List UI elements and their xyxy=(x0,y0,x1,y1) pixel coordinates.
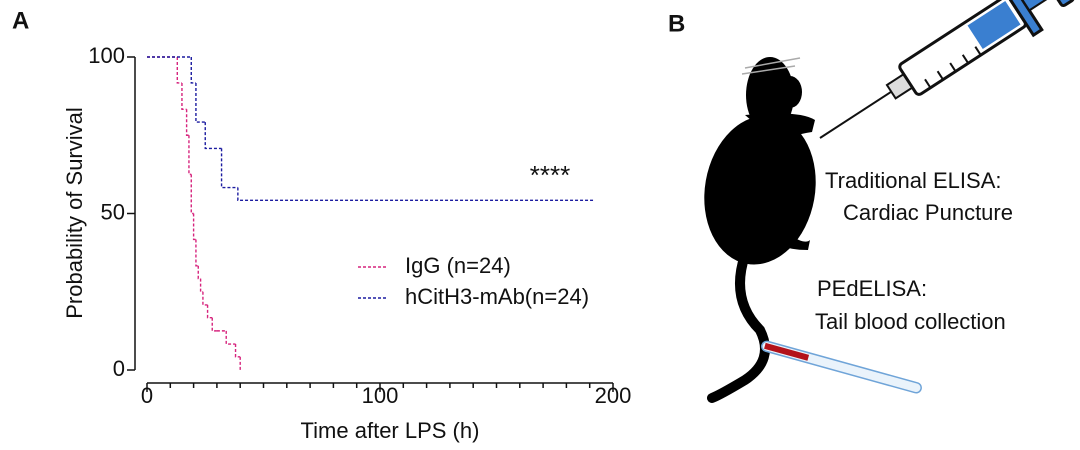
y-axis-title: Probability of Survival xyxy=(62,107,87,319)
survival-step xyxy=(190,174,194,215)
survival-step xyxy=(181,82,187,110)
survival-step xyxy=(202,291,208,306)
mouse xyxy=(704,57,816,403)
survival-step xyxy=(188,135,192,176)
y-tick-label: 0 xyxy=(113,356,125,381)
diagram-label: Cardiac Puncture xyxy=(843,200,1013,225)
syringe xyxy=(819,0,1075,139)
survival-step xyxy=(197,265,201,280)
survival-step xyxy=(237,187,595,202)
survival-step xyxy=(211,317,217,332)
diagram-label: PEdELISA: xyxy=(817,276,927,301)
diagram-label: Tail blood collection xyxy=(815,309,1006,334)
y-tick-label: 100 xyxy=(88,43,125,68)
survival-step xyxy=(195,239,199,267)
plot: 0 50 100 0 100 200 IgG (n=24) hCitH3-mAb(n=24) xyxy=(88,43,631,408)
survival-step xyxy=(176,57,182,84)
panel-label: A xyxy=(12,7,29,34)
x-tick-label: 0 xyxy=(141,383,153,408)
legend-label: IgG (n=24) xyxy=(405,253,511,278)
tube xyxy=(761,340,922,394)
survival-step xyxy=(199,278,203,293)
x-tick-label: 100 xyxy=(362,383,399,408)
panel-label: B xyxy=(668,10,685,37)
diagram-label: Traditional ELISA: xyxy=(825,168,1002,193)
survival-step xyxy=(234,344,241,358)
y-tick-label: 50 xyxy=(101,199,125,224)
survival-step xyxy=(204,122,222,150)
annotation: **** xyxy=(530,160,570,190)
survival-step xyxy=(185,109,189,136)
survival-step xyxy=(220,148,238,189)
survival-step xyxy=(225,330,236,345)
survival-step xyxy=(190,57,196,84)
survival-step xyxy=(206,304,213,319)
x-axis-title: Time after LPS (h) xyxy=(301,418,480,443)
illustration xyxy=(704,0,1075,403)
x-tick-label: 200 xyxy=(595,383,632,408)
survival-step xyxy=(192,213,196,241)
survival-step xyxy=(195,82,206,123)
legend-label: hCitH3-mAb(n=24) xyxy=(405,284,589,309)
